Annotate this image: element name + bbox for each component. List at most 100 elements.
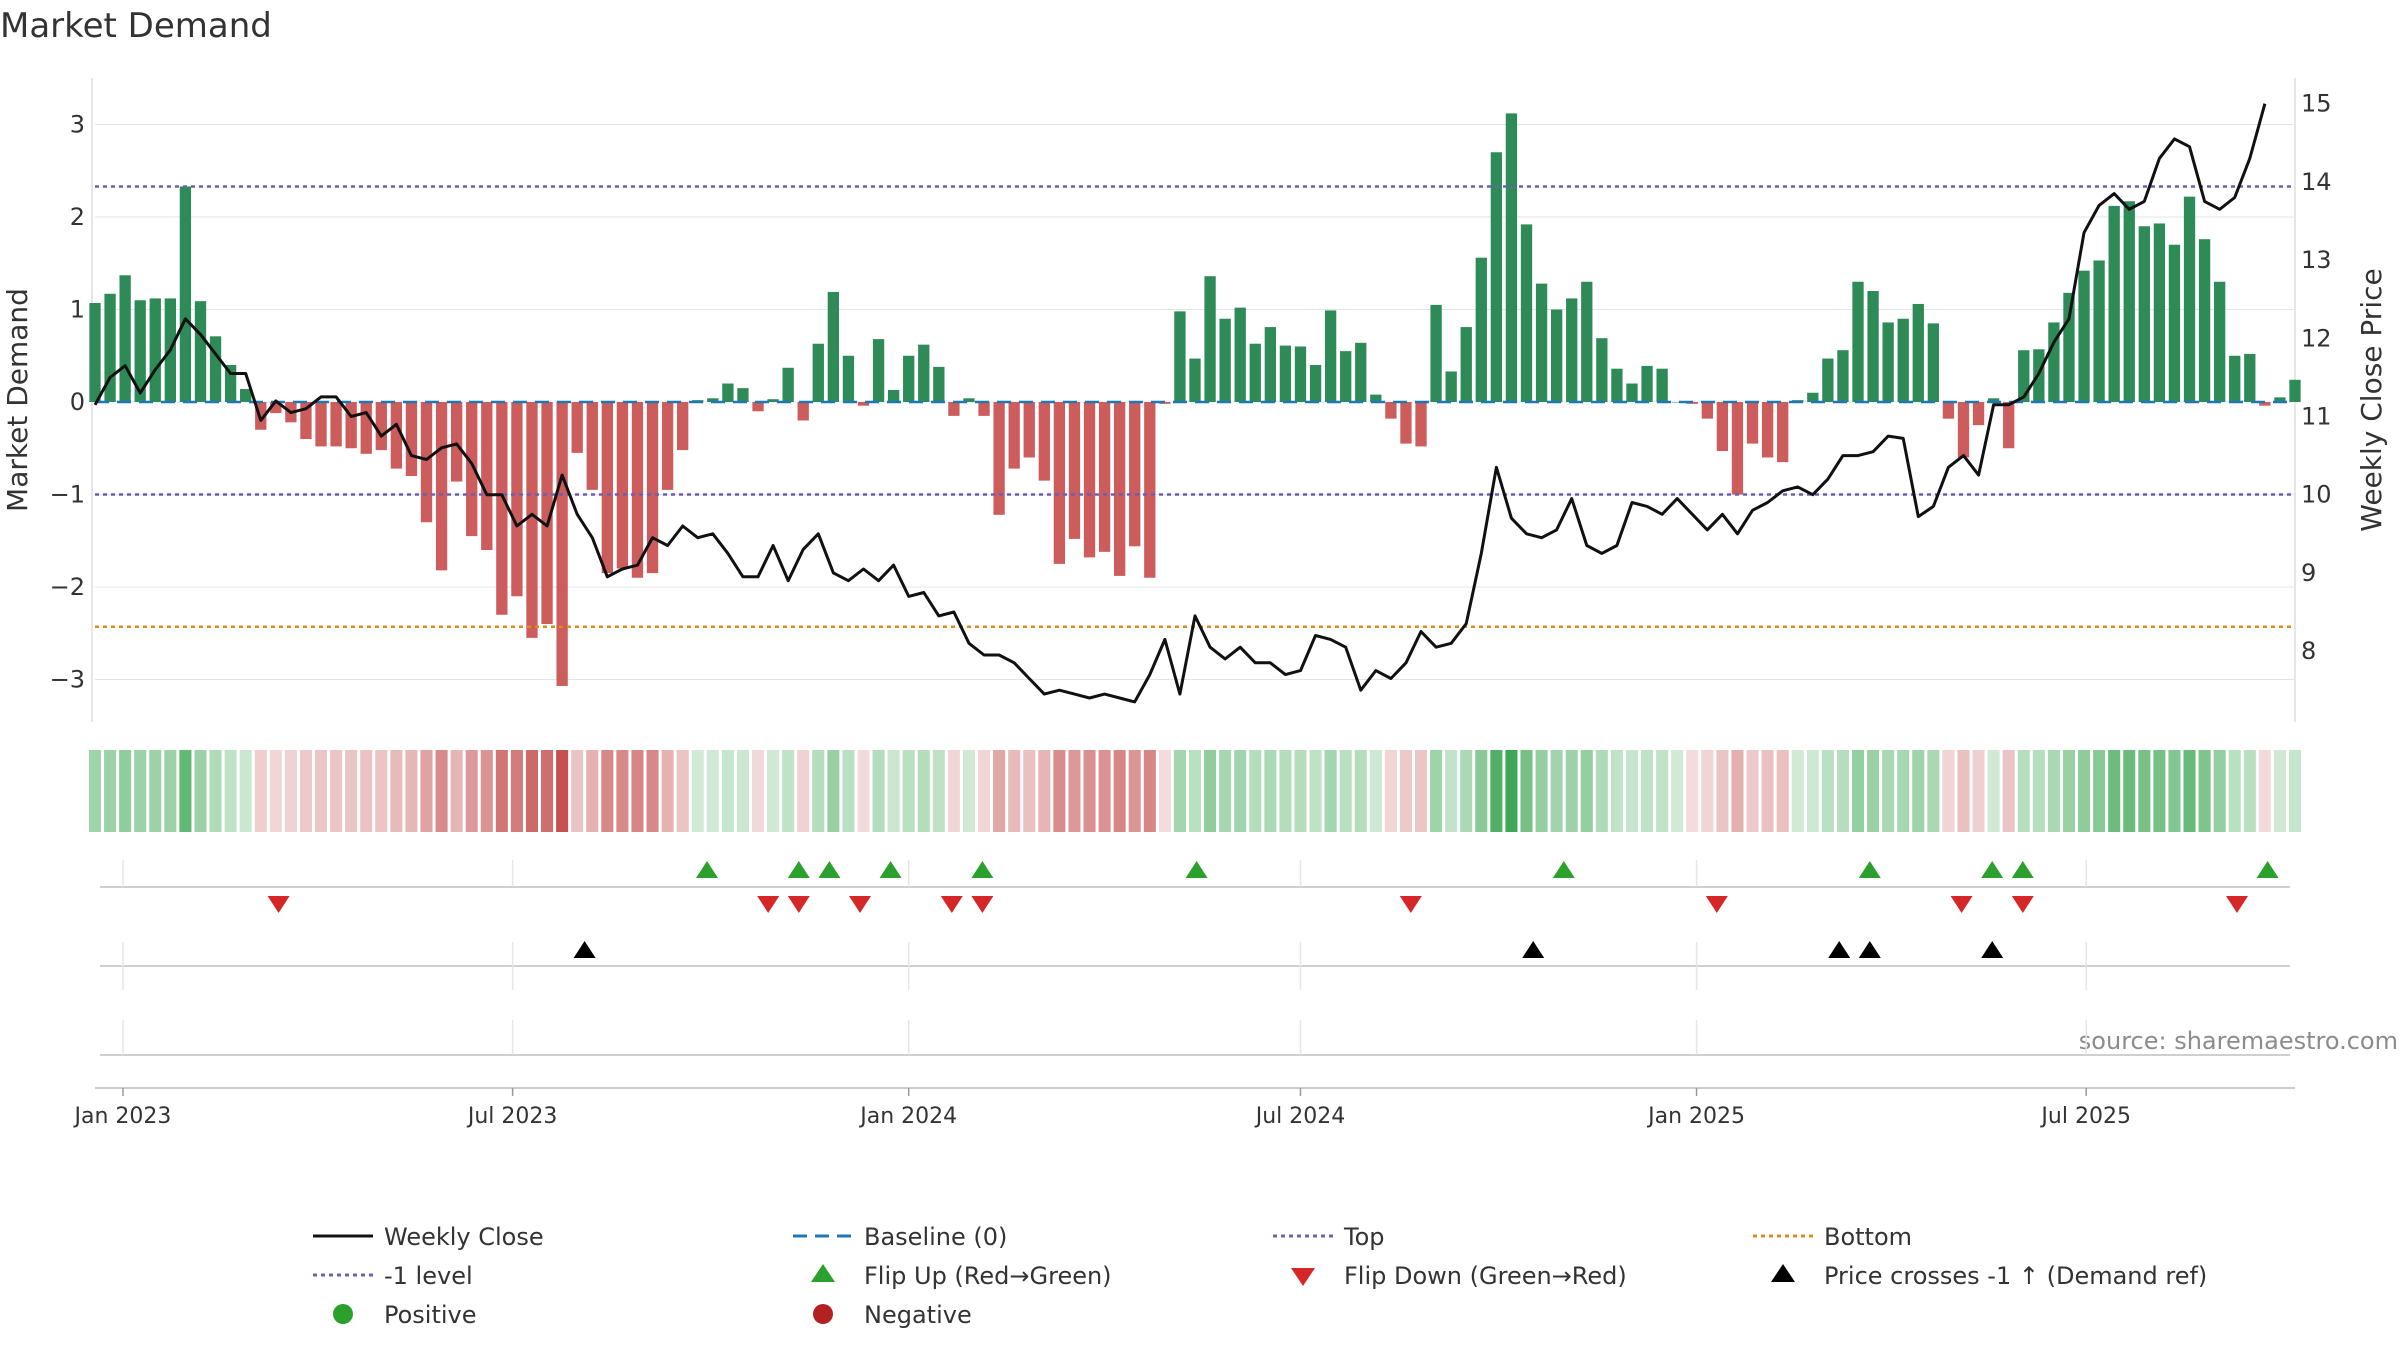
demand-bar	[450, 402, 463, 482]
demand-bar	[420, 402, 433, 523]
heat-cell	[2288, 750, 2302, 832]
heat-cell	[1671, 750, 1684, 832]
demand-bar	[1415, 402, 1427, 447]
demand-bar	[209, 336, 222, 402]
heat-cell	[1972, 750, 1985, 832]
heat-cell	[269, 750, 282, 832]
legend-top-label: Top	[1343, 1223, 1385, 1251]
heat-cell	[1234, 750, 1247, 832]
heat-cell	[1746, 750, 1759, 832]
heat-cell	[2243, 750, 2256, 832]
heat-cell	[2138, 750, 2151, 832]
flip-down-marker	[787, 896, 810, 913]
demand-bar	[89, 303, 101, 402]
heat-cell	[1415, 750, 1428, 832]
heat-cell	[2273, 750, 2286, 832]
heat-cell	[1324, 750, 1337, 832]
heat-cell	[1475, 750, 1488, 832]
heat-cell	[751, 750, 765, 832]
demand-bar	[2003, 402, 2015, 449]
demand-bar	[1656, 368, 1668, 402]
demand-bar	[1731, 402, 1744, 495]
demand-bar	[1671, 402, 1683, 403]
heat-cell	[435, 750, 448, 832]
demand-bar	[119, 275, 131, 402]
legend-positive: Positive	[333, 1301, 477, 1329]
heat-cell	[299, 750, 312, 832]
demand-bar	[797, 402, 809, 421]
flip-down-marker	[849, 896, 871, 913]
flip-down-marker	[1399, 896, 1422, 913]
heat-cell	[797, 750, 810, 832]
flip-up-marker	[2011, 861, 2034, 878]
legend-price-cross-label: Price crosses -1 ↑ (Demand ref)	[1824, 1262, 2207, 1290]
demand-bar	[1626, 383, 1638, 402]
legend-flip-up-label: Flip Up (Red→Green)	[864, 1262, 1112, 1290]
demand-bar	[2138, 226, 2150, 402]
flip-down-marker	[2011, 896, 2034, 913]
demand-bar	[1264, 327, 1276, 402]
heat-cell	[2108, 750, 2121, 832]
heat-cell	[179, 750, 192, 832]
demand-bar	[2153, 223, 2166, 402]
demand-bar	[1641, 365, 1653, 402]
heat-cell	[1188, 750, 1202, 832]
legend-positive-swatch	[333, 1304, 353, 1324]
heat-cell	[1957, 750, 1970, 832]
heat-cell	[194, 750, 207, 832]
heat-cell	[495, 750, 508, 832]
demand-bar	[1098, 402, 1111, 552]
heat-cell	[390, 750, 403, 832]
heat-cell	[2017, 750, 2030, 832]
legend-positive-label: Positive	[384, 1301, 477, 1329]
heat-cell	[1023, 750, 1036, 832]
heat-cell	[1399, 750, 1412, 832]
y-tick-label: −3	[50, 666, 85, 694]
legend-flip-up: Flip Up (Red→Green)	[811, 1262, 1112, 1290]
demand-bar	[149, 298, 161, 402]
demand-bar	[390, 402, 403, 469]
demand-bar	[948, 402, 960, 416]
heat-cell	[1761, 750, 1774, 832]
heat-cell	[1701, 750, 1714, 832]
y-tick-label: 3	[70, 111, 85, 139]
heat-cell	[1942, 750, 1955, 832]
heat-cell	[1535, 750, 1548, 832]
demand-bar	[1822, 358, 1834, 402]
demand-bar	[1309, 365, 1322, 402]
legend-bottom: Bottom	[1753, 1223, 1912, 1251]
heat-cell	[1053, 750, 1066, 832]
heat-cell	[525, 750, 539, 832]
y-tick-label: −2	[50, 573, 85, 601]
price-cross-marker	[1522, 941, 1545, 958]
demand-bar	[1129, 402, 1141, 547]
heat-cell	[917, 750, 930, 832]
heat-cell	[1867, 750, 1880, 832]
heat-cell	[1490, 750, 1503, 832]
demand-bar	[1852, 281, 1864, 402]
heat-cell	[2183, 750, 2196, 832]
demand-bar	[661, 402, 674, 490]
demand-bar	[1716, 402, 1729, 452]
demand-bar	[1596, 338, 1608, 402]
demand-bar	[1324, 310, 1337, 402]
heat-cell	[1656, 750, 1669, 832]
price-cross-marker	[573, 941, 596, 958]
demand-bar	[1340, 351, 1352, 402]
heat-cell	[1264, 750, 1277, 832]
demand-bar	[1400, 402, 1412, 444]
demand-bar	[1430, 304, 1442, 402]
heat-cell	[1309, 750, 1322, 832]
y-axis-label: Market Demand	[1, 288, 34, 512]
heat-cell	[2047, 750, 2060, 832]
heat-cell	[1143, 750, 1156, 832]
heat-cell	[2228, 750, 2241, 832]
heat-cell	[1158, 750, 1171, 832]
heat-cell	[1610, 750, 1623, 832]
demand-bar	[601, 402, 613, 574]
demand-bar	[752, 402, 764, 412]
demand-bar	[887, 389, 900, 402]
heat-cell	[1595, 750, 1608, 832]
demand-bar	[616, 402, 629, 569]
heat-cell	[1354, 750, 1367, 832]
